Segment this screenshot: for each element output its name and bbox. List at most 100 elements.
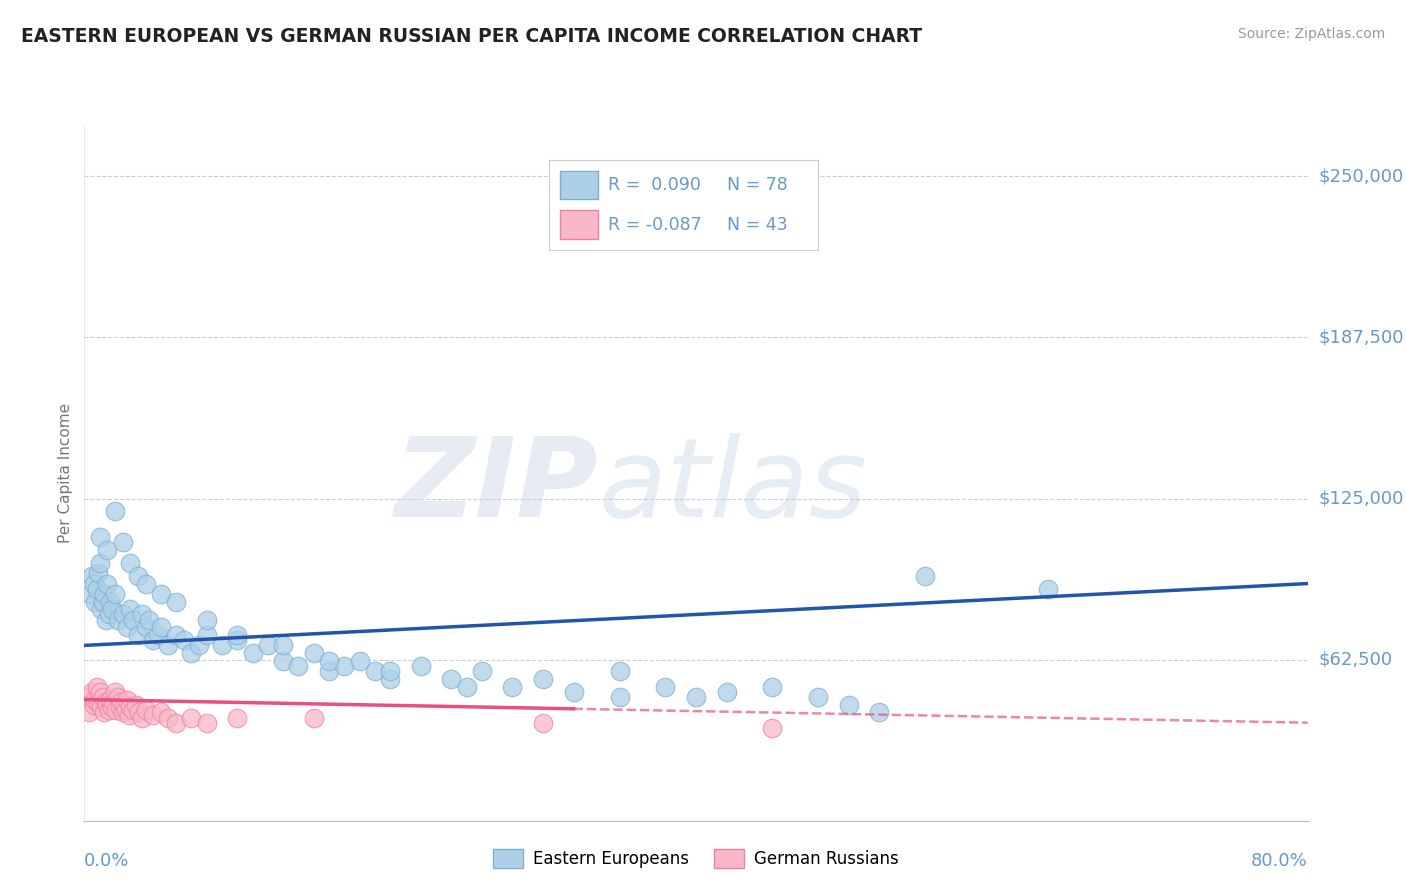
Point xyxy=(115,692,138,706)
Point xyxy=(838,698,860,712)
Y-axis label: Per Capita Income: Per Capita Income xyxy=(58,402,73,543)
Point xyxy=(94,613,117,627)
Point xyxy=(107,690,129,704)
Point xyxy=(94,695,117,709)
Point xyxy=(609,690,631,704)
Point xyxy=(111,706,134,720)
Point xyxy=(609,664,631,678)
Point xyxy=(471,664,494,678)
Text: N = 78: N = 78 xyxy=(727,176,787,194)
Point xyxy=(98,692,121,706)
Text: $187,500: $187,500 xyxy=(1319,328,1405,346)
Point xyxy=(84,692,107,706)
Point xyxy=(87,695,110,709)
Point xyxy=(135,620,157,634)
Point xyxy=(716,685,738,699)
Point xyxy=(685,690,707,704)
Point xyxy=(302,710,325,724)
Point xyxy=(96,543,118,558)
Bar xyxy=(560,211,598,239)
Point xyxy=(195,628,218,642)
Point xyxy=(101,602,124,616)
Point xyxy=(91,594,114,608)
Point xyxy=(84,594,107,608)
Point xyxy=(118,708,141,723)
Point xyxy=(77,706,100,720)
Point xyxy=(456,680,478,694)
Point xyxy=(86,582,108,596)
Point xyxy=(107,613,129,627)
Point xyxy=(226,628,249,642)
Point xyxy=(364,664,387,678)
Point xyxy=(138,613,160,627)
Point xyxy=(562,685,585,699)
Point xyxy=(146,628,169,642)
Text: R =  0.090: R = 0.090 xyxy=(609,176,702,194)
Point xyxy=(115,620,138,634)
Point xyxy=(165,715,187,730)
Point xyxy=(120,700,142,714)
Point xyxy=(142,633,165,648)
Point xyxy=(149,706,172,720)
Point xyxy=(157,639,180,653)
Point xyxy=(242,646,264,660)
Point xyxy=(93,587,115,601)
Point xyxy=(380,664,402,678)
Point xyxy=(211,639,233,653)
Point xyxy=(89,556,111,570)
Point xyxy=(654,680,676,694)
Point xyxy=(165,594,187,608)
Point xyxy=(257,639,280,653)
Point xyxy=(380,672,402,686)
Point xyxy=(98,594,121,608)
Point xyxy=(93,706,115,720)
Point xyxy=(440,672,463,686)
Point xyxy=(131,710,153,724)
Point xyxy=(86,680,108,694)
Point xyxy=(165,628,187,642)
Point xyxy=(157,710,180,724)
Bar xyxy=(560,170,598,200)
Point xyxy=(302,646,325,660)
Point xyxy=(761,680,783,694)
Legend: Eastern Europeans, German Russians: Eastern Europeans, German Russians xyxy=(486,842,905,875)
Point xyxy=(120,556,142,570)
Point xyxy=(83,698,105,712)
Point xyxy=(271,654,294,668)
Text: $62,500: $62,500 xyxy=(1319,650,1393,669)
Point xyxy=(89,685,111,699)
Point xyxy=(114,703,136,717)
Point xyxy=(226,710,249,724)
Point xyxy=(1036,582,1059,596)
Point xyxy=(128,706,150,720)
Point xyxy=(195,715,218,730)
Point xyxy=(142,708,165,723)
Point xyxy=(122,613,145,627)
Point xyxy=(104,685,127,699)
Point xyxy=(90,602,112,616)
Text: 0.0%: 0.0% xyxy=(84,852,129,870)
Point xyxy=(807,690,830,704)
Point xyxy=(104,587,127,601)
Point xyxy=(80,685,103,699)
Point xyxy=(226,633,249,648)
Point xyxy=(105,703,128,717)
Text: 80.0%: 80.0% xyxy=(1251,852,1308,870)
Point xyxy=(111,607,134,622)
Point xyxy=(914,569,936,583)
Point xyxy=(108,700,131,714)
Point xyxy=(97,607,120,622)
Point xyxy=(79,587,101,601)
Point xyxy=(761,721,783,735)
Point xyxy=(87,566,110,581)
Point xyxy=(89,530,111,544)
Point xyxy=(349,654,371,668)
Point xyxy=(135,576,157,591)
Point xyxy=(127,628,149,642)
Point xyxy=(79,690,101,704)
Point xyxy=(112,698,135,712)
Text: atlas: atlas xyxy=(598,434,866,541)
Point xyxy=(502,680,524,694)
Point xyxy=(120,602,142,616)
Point xyxy=(149,587,172,601)
